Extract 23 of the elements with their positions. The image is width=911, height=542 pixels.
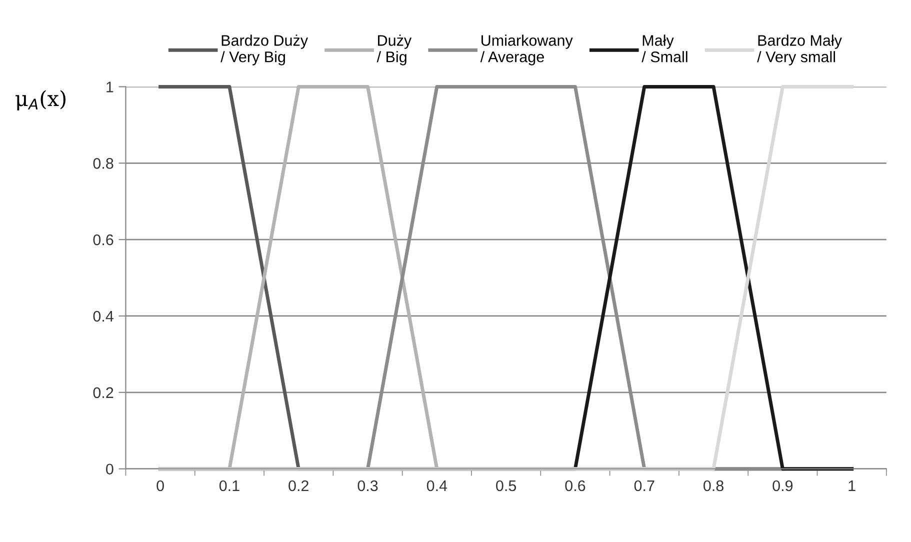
x-tick-label: 0.3 [358,480,378,492]
x-tick-label: 0.8 [704,480,724,492]
x-tick-label: 0 [156,480,164,492]
x-tick-label: 0.9 [772,480,793,492]
y-tick-label: 0 [106,464,114,475]
x-tick-label: 1 [848,480,856,492]
legend-label: Mały / Small [642,34,688,62]
legend-label: Duży / Big [376,34,412,66]
y-tick-label: 1 [106,82,114,92]
x-tick-label: 0.6 [565,480,586,492]
y-tick-label: 0.2 [93,387,114,398]
y-tick-label: 0.6 [93,234,114,246]
x-tick-label: 0.5 [496,480,516,492]
legend-label: Bardzo Mały / Very small [757,34,842,66]
legend-label: Bardzo Duży / Very Big [220,34,308,66]
y-tick-label: 0.8 [93,158,114,169]
x-tick-label: 0.7 [634,480,654,492]
y-tick-label: 0.4 [93,310,114,322]
legend-label: Umiarkowany / Average [480,34,573,66]
x-tick-label: 0.2 [288,480,308,492]
x-tick-label: 0.1 [219,480,240,492]
x-tick-label: 0.4 [426,480,448,492]
y-axis-title: μ$_{A}$(x) [16,90,66,110]
